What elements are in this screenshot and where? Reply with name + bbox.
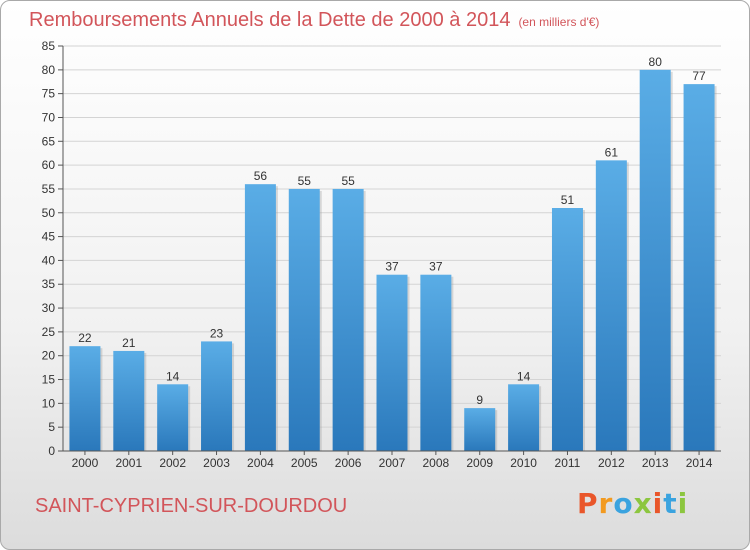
bar-2003 (201, 341, 233, 451)
y-tick-label: 60 (42, 158, 56, 172)
x-tick-label: 2000 (72, 456, 99, 470)
bar-2013 (639, 69, 671, 451)
bar-value-label: 61 (605, 145, 619, 159)
y-tick-label: 30 (42, 301, 56, 315)
x-tick-label: 2009 (466, 456, 493, 470)
x-tick-label: 2004 (247, 456, 274, 470)
y-tick-label: 0 (48, 444, 55, 458)
x-tick-label: 2013 (642, 456, 669, 470)
logo-letter: i (677, 487, 689, 520)
x-tick-label: 2014 (686, 456, 713, 470)
x-tick-label: 2005 (291, 456, 318, 470)
logo-letter: i (652, 487, 664, 520)
bar-value-label: 37 (429, 260, 443, 274)
bar-2011 (551, 208, 583, 451)
y-tick-label: 70 (42, 110, 56, 124)
bar-value-label: 22 (78, 331, 92, 345)
y-tick-label: 65 (42, 134, 56, 148)
y-tick-label: 45 (42, 230, 56, 244)
x-tick-label: 2008 (423, 456, 450, 470)
chart-unit: (en milliers d'€) (518, 15, 600, 29)
bar-value-label: 23 (210, 326, 224, 340)
bar-2008 (420, 274, 452, 451)
bar-2012 (595, 160, 627, 451)
bar-2010 (508, 384, 540, 451)
x-tick-label: 2012 (598, 456, 625, 470)
bar-value-label: 80 (649, 55, 663, 69)
y-tick-label: 25 (42, 325, 56, 339)
y-tick-label: 55 (42, 182, 56, 196)
commune-name: SAINT-CYPRIEN-SUR-DOURDOU (35, 495, 348, 517)
bar-2005 (288, 188, 320, 452)
bar-value-label: 77 (692, 69, 706, 83)
bar-2007 (376, 274, 408, 451)
x-tick-label: 2006 (335, 456, 362, 470)
chart-title-text: Remboursements Annuels de la Dette de 20… (29, 9, 511, 31)
x-tick-label: 2002 (159, 456, 186, 470)
y-tick-label: 80 (42, 63, 56, 77)
y-tick-label: 20 (42, 349, 56, 363)
bar-value-label: 51 (561, 193, 575, 207)
logo-letter: t (663, 487, 678, 520)
bar-value-label: 9 (476, 393, 483, 407)
bar-value-label: 56 (254, 169, 268, 183)
y-tick-label: 5 (48, 420, 55, 434)
y-tick-label: 40 (42, 253, 56, 267)
bar-value-label: 55 (341, 174, 355, 188)
x-axis: 2000 2001 2002 2003 2004 2005 2006 2007 2008 2009… (63, 450, 721, 470)
logo-letter: o (613, 487, 634, 520)
bar-2006 (332, 188, 364, 452)
logo-letter: r (598, 487, 614, 520)
y-tick-label: 15 (42, 373, 56, 387)
bar-2009 (464, 408, 496, 451)
y-tick-label: 50 (42, 206, 56, 220)
x-tick-label: 2003 (203, 456, 230, 470)
bar-2002 (157, 384, 189, 451)
bar-2004 (244, 184, 276, 452)
chart-title: Remboursements Annuels de la Dette de 20… (29, 9, 599, 32)
bar-2014 (683, 84, 715, 451)
bars: 22 21 14 23 56 55 55 37 37 9 14 51 61 80 77 (69, 55, 717, 452)
y-tick-label: 35 (42, 277, 56, 291)
x-tick-label: 2011 (555, 456, 581, 470)
y-tick-label: 10 (42, 396, 56, 410)
proxiti-logo[interactable]: Proxiti (577, 487, 688, 520)
y-axis: 0 5 10 15 20 25 30 35 40 45 50 55 60 65 70 75 80 85 (42, 39, 64, 458)
y-tick-label: 75 (42, 87, 56, 101)
logo-letter: x (633, 487, 653, 520)
bar-value-label: 55 (298, 174, 312, 188)
y-tick-label: 85 (42, 39, 56, 53)
x-tick-label: 2010 (510, 456, 537, 470)
bar-2000 (69, 346, 101, 451)
bar-2001 (113, 350, 145, 451)
logo-letter: P (577, 487, 599, 520)
bar-value-label: 21 (122, 336, 136, 350)
x-tick-label: 2001 (115, 456, 142, 470)
bar-value-label: 37 (385, 260, 399, 274)
x-tick-label: 2007 (379, 456, 406, 470)
bar-value-label: 14 (166, 369, 180, 383)
bar-value-label: 14 (517, 369, 531, 383)
